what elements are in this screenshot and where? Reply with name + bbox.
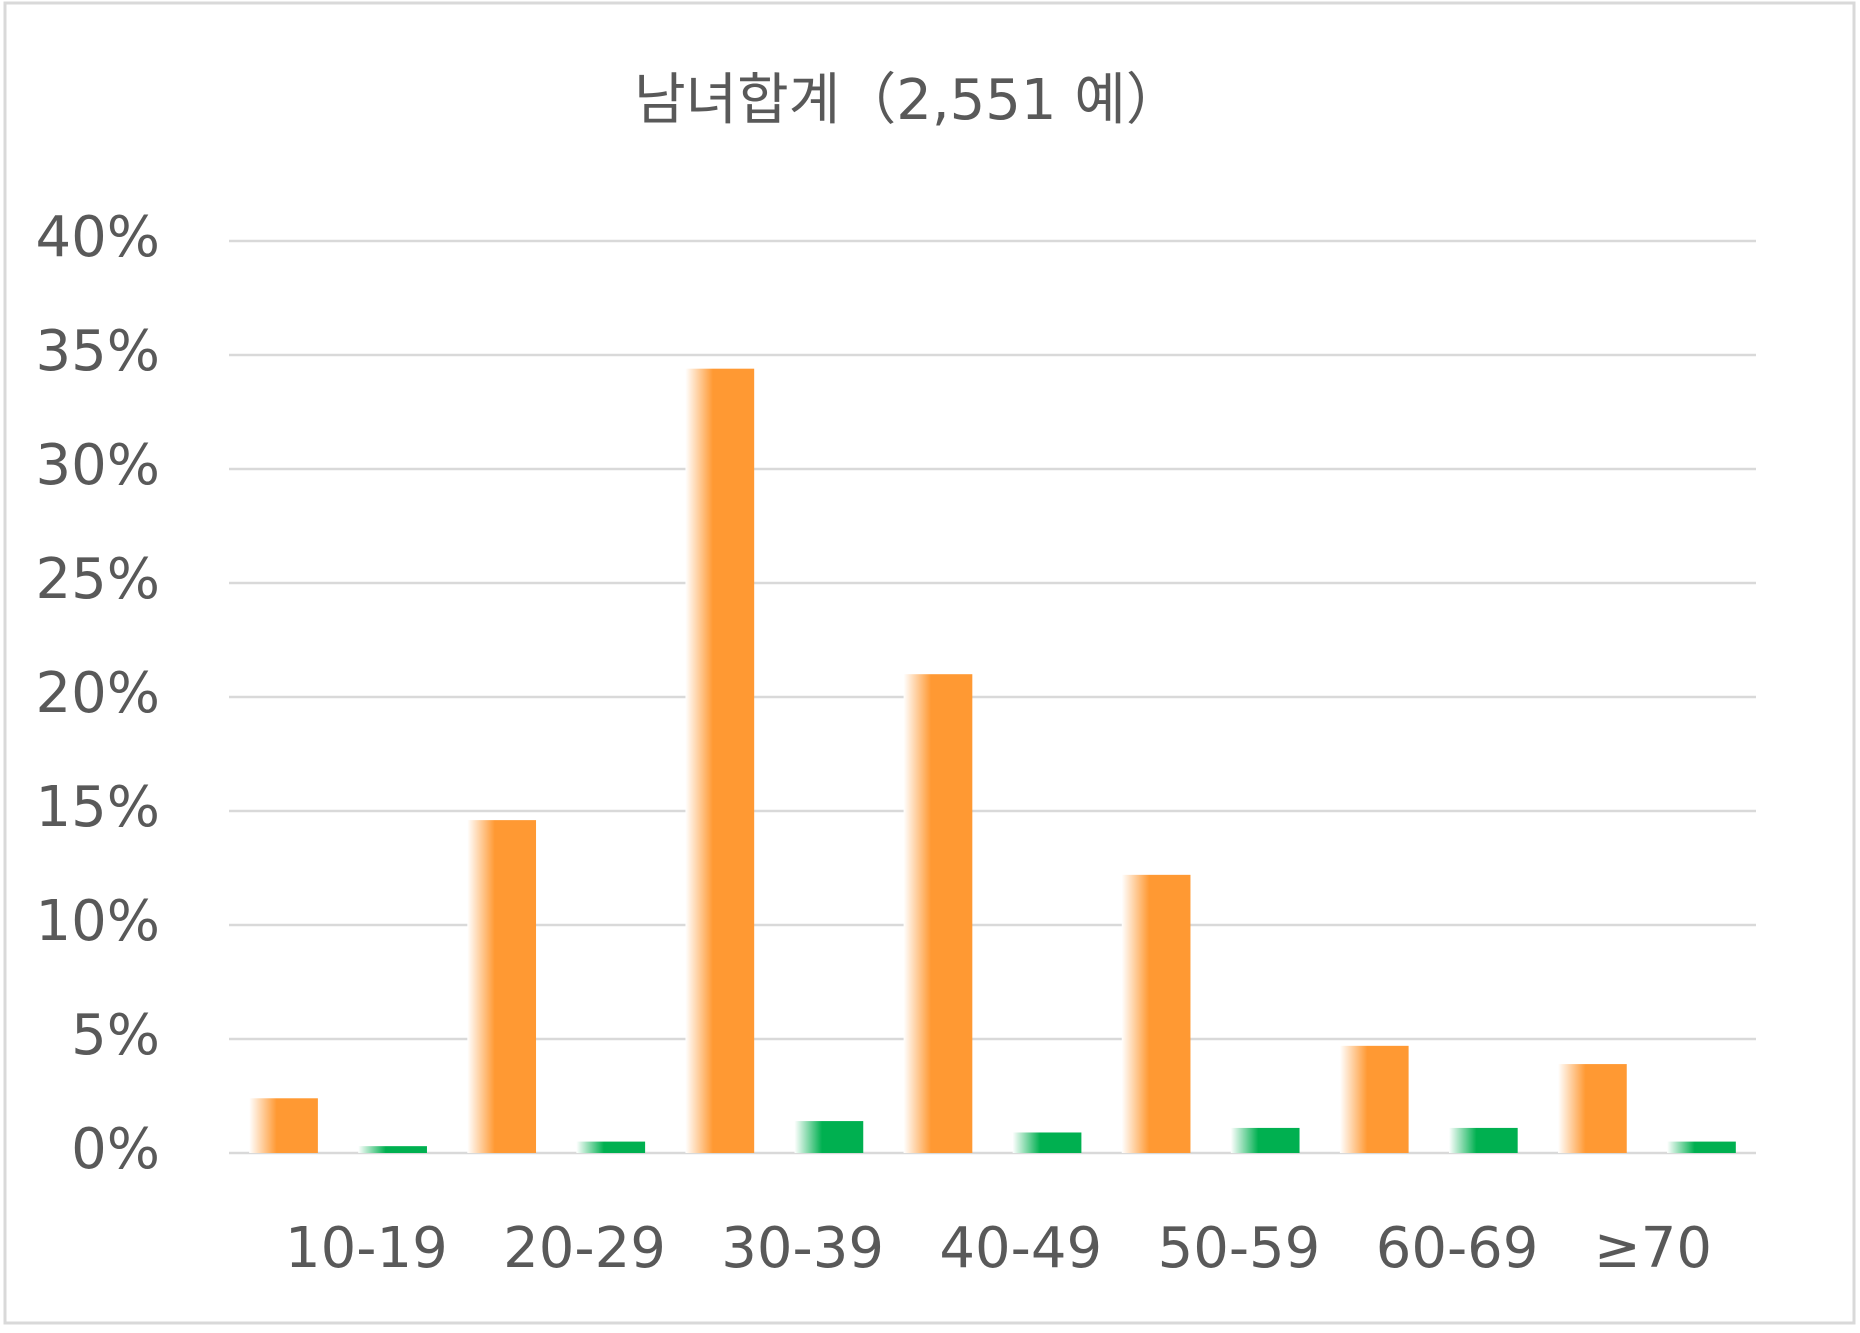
bar <box>249 1098 318 1153</box>
y-tick-label: 0% <box>71 1117 160 1182</box>
bar <box>358 1146 427 1153</box>
y-tick-label: 20% <box>36 661 160 726</box>
y-tick-label: 30% <box>36 433 160 498</box>
x-tick-label: 40-49 <box>939 1216 1102 1281</box>
bar <box>1667 1141 1736 1153</box>
bar <box>903 674 973 1153</box>
bar <box>1012 1132 1082 1153</box>
bar <box>685 368 755 1153</box>
bar <box>467 820 537 1153</box>
x-tick-label: 60-69 <box>1376 1216 1539 1281</box>
y-tick-label: 40% <box>36 205 160 270</box>
y-tick-label: 25% <box>36 547 160 612</box>
y-tick-label: 15% <box>36 775 160 840</box>
bar <box>1230 1127 1300 1153</box>
chart-title: 남녀합계（2,551 예） <box>634 68 1182 133</box>
x-tick-label: 10-19 <box>285 1216 448 1281</box>
y-tick-label: 5% <box>71 1003 160 1068</box>
bar <box>1339 1045 1409 1153</box>
x-tick-label: 20-29 <box>503 1216 666 1281</box>
bar <box>576 1141 646 1153</box>
y-tick-label: 35% <box>36 319 160 384</box>
y-tick-label: 10% <box>36 889 160 954</box>
bar <box>1448 1127 1518 1153</box>
bar <box>1121 874 1191 1153</box>
bar <box>794 1121 864 1153</box>
bar <box>1558 1064 1627 1153</box>
x-tick-label: 30-39 <box>721 1216 884 1281</box>
x-tick-label: 50-59 <box>1158 1216 1321 1281</box>
x-tick-label: ≥70 <box>1594 1216 1712 1281</box>
